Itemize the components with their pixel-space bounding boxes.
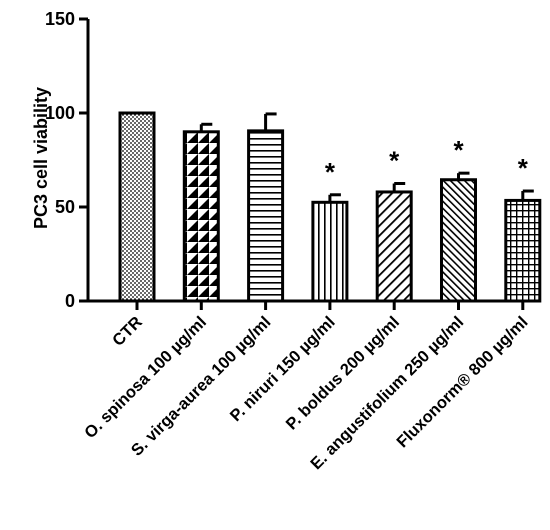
y-axis-ticks: 0 50 100 150 <box>45 9 88 311</box>
bars <box>118 111 542 303</box>
x-tick-label: O. spinosa 100 µg/ml <box>81 313 210 442</box>
error-bars <box>199 112 534 203</box>
x-tick-label: CTR <box>109 313 146 350</box>
bar <box>247 129 285 303</box>
y-tick-label: 100 <box>45 103 75 123</box>
y-tick-label: 0 <box>65 291 75 311</box>
y-tick-label: 50 <box>55 197 75 217</box>
x-tick-label: Fluxonorm® 800 µg/ml <box>393 313 531 451</box>
significance-star: * <box>325 157 336 187</box>
bar <box>118 111 156 303</box>
bar <box>375 190 413 303</box>
significance-star: * <box>518 153 529 183</box>
bar <box>182 130 220 303</box>
significance-star: * <box>389 146 400 176</box>
significance-annotations: * * * * <box>325 135 529 187</box>
bar <box>504 198 542 303</box>
y-axis-label: PC3 cell viability <box>31 87 51 229</box>
bar <box>311 200 349 303</box>
x-tick-label: P. boldus 200 µg/ml <box>283 313 403 433</box>
significance-star: * <box>453 135 464 165</box>
y-tick-label: 150 <box>45 9 75 29</box>
bar <box>440 178 477 303</box>
